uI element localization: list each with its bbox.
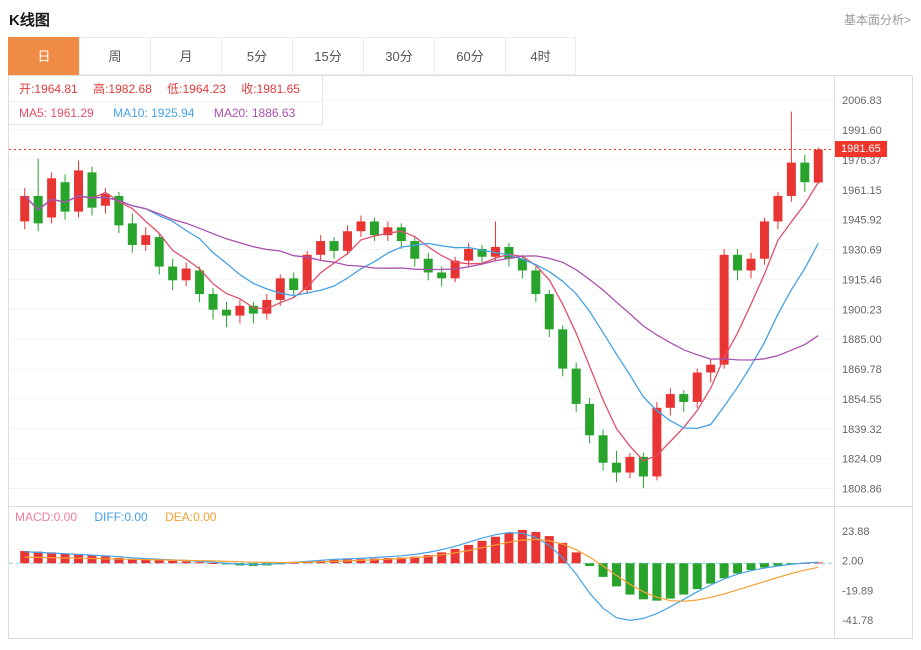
macd-legend: MACD:0.00 DIFF:0.00 DEA:0.00 (15, 510, 230, 524)
dea-value: DEA:0.00 (165, 510, 216, 524)
ma5-legend: MA5: 1961.29 (19, 106, 94, 120)
low-value: 低:1964.23 (167, 82, 226, 96)
close-value: 收:1981.65 (241, 82, 300, 96)
macd-chart[interactable] (9, 507, 834, 638)
svg-text:1976.37: 1976.37 (842, 155, 882, 167)
svg-text:1869.78: 1869.78 (842, 364, 882, 376)
svg-text:1824.09: 1824.09 (842, 454, 882, 466)
svg-text:1915.46: 1915.46 (842, 274, 882, 286)
svg-text:2.00: 2.00 (842, 556, 863, 568)
candlestick-chart[interactable] (9, 76, 834, 506)
main-chart-panel[interactable]: 开:1964.81 高:1982.68 低:1964.23 收:1981.65 … (9, 76, 834, 506)
ohlc-info-box: 开:1964.81 高:1982.68 低:1964.23 收:1981.65 … (9, 76, 323, 125)
ma10-legend: MA10: 1925.94 (113, 106, 194, 120)
svg-text:1945.92: 1945.92 (842, 215, 882, 227)
tab-weekly[interactable]: 周 (79, 37, 150, 75)
tab-monthly[interactable]: 月 (150, 37, 221, 75)
high-value: 高:1982.68 (93, 82, 152, 96)
tab-15min[interactable]: 15分 (292, 37, 363, 75)
tab-daily[interactable]: 日 (8, 37, 79, 75)
open-value: 开:1964.81 (19, 82, 78, 96)
svg-text:1808.86: 1808.86 (842, 484, 882, 496)
diff-value: DIFF:0.00 (94, 510, 147, 524)
svg-text:1991.60: 1991.60 (842, 125, 882, 137)
svg-text:-41.78: -41.78 (842, 615, 873, 627)
svg-text:-19.89: -19.89 (842, 585, 873, 597)
svg-text:23.88: 23.88 (842, 526, 870, 538)
ohlc-row: 开:1964.81 高:1982.68 低:1964.23 收:1981.65 (9, 76, 322, 101)
current-price-badge: 1981.65 (835, 141, 887, 157)
macd-axis: 23.88 2.00 -19.89 -41.78 (834, 506, 912, 638)
page-title: K线图 (9, 9, 50, 30)
svg-text:1839.32: 1839.32 (842, 424, 882, 436)
tab-4hour[interactable]: 4时 (505, 37, 576, 75)
svg-text:1930.69: 1930.69 (842, 245, 882, 257)
svg-text:1854.55: 1854.55 (842, 394, 882, 406)
ma-legend-row: MA5: 1961.29 MA10: 1925.94 MA20: 1886.63 (9, 101, 322, 124)
tab-60min[interactable]: 60分 (434, 37, 505, 75)
fundamental-analysis-link[interactable]: 基本面分析> (844, 11, 911, 28)
svg-text:1900.23: 1900.23 (842, 304, 882, 316)
kline-chart-area: 开:1964.81 高:1982.68 低:1964.23 收:1981.65 … (8, 75, 913, 639)
interval-tab-bar: 日 周 月 5分 15分 30分 60分 4时 (8, 37, 921, 75)
tab-5min[interactable]: 5分 (221, 37, 292, 75)
macd-value: MACD:0.00 (15, 510, 77, 524)
ma20-legend: MA20: 1886.63 (214, 106, 295, 120)
svg-text:1885.00: 1885.00 (842, 334, 882, 346)
tab-30min[interactable]: 30分 (363, 37, 434, 75)
page-header: K线图 基本面分析> (9, 9, 911, 30)
price-axis: 2006.83 1991.60 1976.37 1961.15 1945.92 1930.… (834, 76, 912, 506)
svg-text:1961.15: 1961.15 (842, 185, 882, 197)
macd-axis-labels: 23.88 2.00 -19.89 -41.78 (835, 507, 912, 638)
svg-text:2006.83: 2006.83 (842, 95, 882, 107)
macd-panel[interactable]: MACD:0.00 DIFF:0.00 DEA:0.00 (9, 506, 834, 638)
